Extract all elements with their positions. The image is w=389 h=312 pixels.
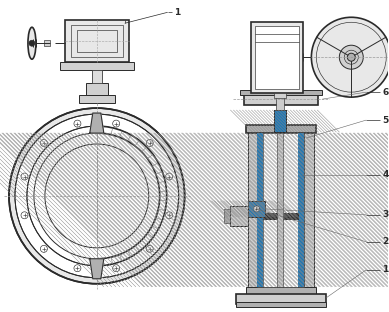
Wedge shape [97, 126, 166, 266]
Bar [275, 93, 286, 98]
Bar [77, 30, 117, 52]
Bar [277, 96, 284, 110]
Bar [258, 133, 263, 287]
Circle shape [347, 53, 355, 61]
Bar [258, 133, 304, 287]
Circle shape [40, 245, 47, 252]
Bar [245, 125, 316, 133]
Text: 4: 4 [382, 170, 389, 179]
Bar [275, 110, 286, 132]
Bar [298, 133, 304, 287]
Bar [71, 25, 123, 57]
Polygon shape [90, 259, 104, 279]
Bar [92, 70, 102, 83]
Circle shape [166, 212, 173, 219]
Bar [92, 50, 102, 83]
Bar [65, 20, 129, 62]
Text: 3: 3 [382, 210, 389, 219]
Text: 6: 6 [382, 88, 389, 97]
Bar [298, 133, 304, 287]
Bar [79, 95, 115, 103]
Bar [263, 213, 298, 219]
Bar [245, 287, 316, 295]
Circle shape [27, 126, 166, 266]
Circle shape [74, 265, 81, 272]
Text: 5: 5 [382, 115, 389, 124]
Text: 2: 2 [382, 237, 389, 246]
Bar [277, 133, 284, 287]
Circle shape [146, 245, 153, 252]
Text: 1: 1 [173, 8, 180, 17]
Bar [275, 110, 286, 132]
Circle shape [254, 206, 259, 212]
Bar [252, 22, 303, 93]
Bar [86, 83, 108, 95]
Circle shape [339, 45, 363, 69]
Bar [258, 133, 263, 287]
Circle shape [29, 40, 35, 46]
Circle shape [15, 114, 179, 278]
Circle shape [166, 173, 173, 180]
Bar [235, 294, 326, 304]
Bar [304, 130, 314, 292]
Bar [235, 302, 326, 307]
Bar [230, 206, 247, 226]
Circle shape [40, 139, 47, 147]
Ellipse shape [28, 27, 36, 59]
Bar [256, 26, 300, 89]
Polygon shape [90, 113, 104, 133]
Bar [224, 209, 230, 223]
Bar [247, 201, 265, 217]
Bar [240, 90, 322, 95]
Circle shape [311, 17, 389, 97]
Circle shape [21, 173, 28, 180]
Circle shape [21, 212, 28, 219]
Circle shape [113, 265, 120, 272]
Bar [244, 93, 318, 105]
Circle shape [146, 139, 153, 147]
Bar [247, 130, 258, 292]
Bar [44, 40, 50, 46]
Bar [247, 201, 265, 217]
Text: 1: 1 [382, 265, 389, 274]
Bar [60, 62, 134, 70]
Circle shape [113, 120, 120, 127]
Circle shape [74, 120, 81, 127]
Bar [247, 201, 265, 217]
Circle shape [9, 108, 185, 284]
Bar [275, 110, 286, 132]
